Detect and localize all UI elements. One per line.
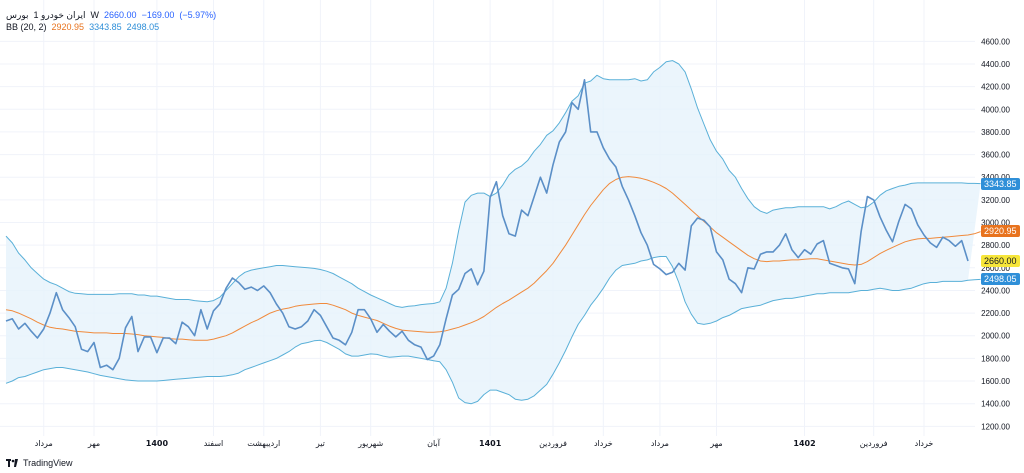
x-tick-label: تیر bbox=[315, 439, 325, 448]
upper-band-price-tag: 3343.85 bbox=[981, 177, 1020, 190]
y-tick-label: 2400.00 bbox=[981, 286, 1010, 295]
x-tick-label: مرداد bbox=[651, 439, 669, 448]
y-tick-label: 3600.00 bbox=[981, 151, 1010, 160]
x-tick-label: خرداد bbox=[594, 439, 613, 448]
x-tick-label: مهر bbox=[87, 439, 100, 448]
change-value: −169.00 bbox=[141, 10, 175, 20]
y-tick-label: 4000.00 bbox=[981, 105, 1010, 114]
y-tick-label: 2600.00 bbox=[981, 264, 1010, 273]
exchange-name: بورس bbox=[6, 10, 29, 20]
y-tick-label: 4600.00 bbox=[981, 37, 1010, 46]
upper-band-line bbox=[5, 60, 981, 308]
lower-band-price-tag: 2498.05 bbox=[981, 273, 1020, 286]
x-tick-label: آبان bbox=[427, 438, 441, 448]
y-tick-label: 1200.00 bbox=[981, 422, 1010, 431]
x-tick-label: اسفند bbox=[204, 439, 224, 448]
tradingview-logo[interactable]: TradingView bbox=[6, 458, 73, 468]
symbol-header: ایران خودرو 1 بورس W 2660.00 −169.00 (−5.97%) bbox=[6, 10, 221, 21]
x-tick-label: فروردین bbox=[860, 439, 888, 448]
indicator-lower-value: 2498.05 bbox=[126, 22, 160, 32]
band-fill bbox=[6, 60, 981, 404]
lower-band-line bbox=[5, 256, 981, 405]
x-tick-label: اردیبهشت bbox=[247, 439, 280, 448]
x-tick-label: 1401 bbox=[479, 439, 502, 448]
symbol-name[interactable]: ایران خودرو 1 bbox=[33, 10, 86, 20]
x-tick-label: 1400 bbox=[146, 439, 169, 448]
indicator-basis-value: 2920.95 bbox=[51, 22, 85, 32]
price-line bbox=[5, 79, 969, 371]
y-tick-label: 2800.00 bbox=[981, 241, 1010, 250]
x-tick-label: مهر bbox=[709, 439, 722, 448]
basis-price-tag: 2920.95 bbox=[981, 225, 1020, 238]
x-tick-label: خرداد bbox=[915, 439, 934, 448]
brand-name: TradingView bbox=[23, 458, 73, 468]
interval-label[interactable]: W bbox=[90, 10, 100, 20]
indicator-name: BB (20, 2) bbox=[6, 22, 47, 32]
y-tick-label: 4200.00 bbox=[981, 83, 1010, 92]
y-tick-label: 3200.00 bbox=[981, 196, 1010, 205]
close-price-tag: 2660.00 bbox=[981, 255, 1020, 267]
x-tick-label: مرداد bbox=[35, 439, 53, 448]
y-tick-label: 1600.00 bbox=[981, 377, 1010, 386]
y-tick-label: 2200.00 bbox=[981, 309, 1010, 318]
y-tick-label: 3800.00 bbox=[981, 128, 1010, 137]
x-tick-label: شهریور bbox=[357, 439, 383, 448]
y-tick-label: 4400.00 bbox=[981, 60, 1010, 69]
x-tick-label: فروردین bbox=[539, 439, 567, 448]
x-tick-label: 1402 bbox=[793, 439, 815, 448]
tradingview-icon bbox=[6, 459, 18, 467]
indicator-header[interactable]: BB (20, 2) 2920.95 3343.85 2498.05 bbox=[6, 22, 164, 32]
y-tick-label: 1400.00 bbox=[981, 400, 1010, 409]
y-tick-label: 2000.00 bbox=[981, 332, 1010, 341]
close-value: 2660.00 bbox=[104, 10, 137, 20]
indicator-upper-value: 3343.85 bbox=[89, 22, 122, 32]
change-percent: (−5.97%) bbox=[179, 10, 217, 20]
y-tick-label: 3000.00 bbox=[981, 219, 1010, 228]
y-tick-label: 1800.00 bbox=[981, 354, 1010, 363]
